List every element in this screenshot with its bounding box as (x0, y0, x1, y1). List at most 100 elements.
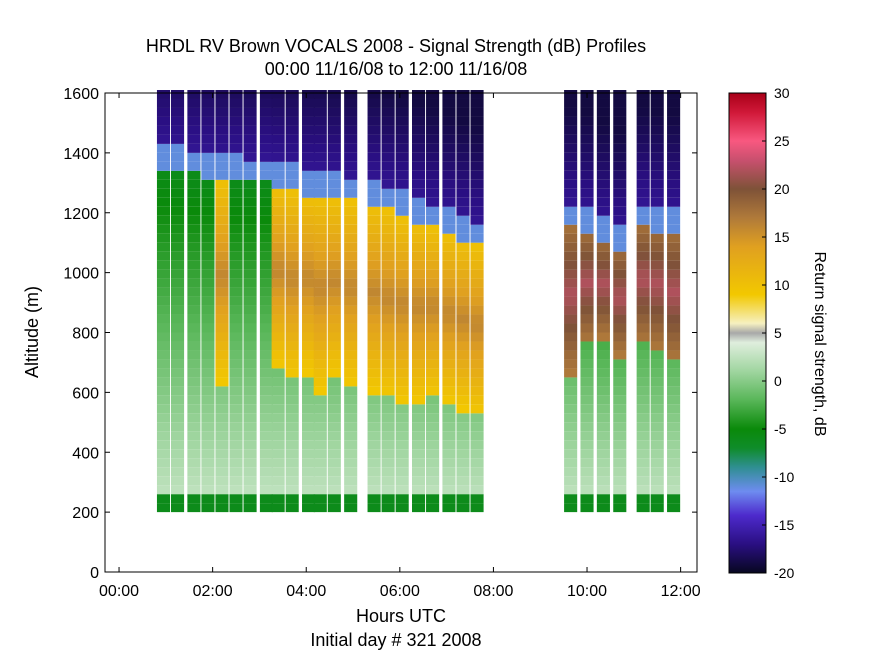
heatmap-cell (313, 125, 327, 135)
heatmap-cell (412, 143, 426, 153)
heatmap-area (156, 90, 681, 513)
heatmap-cell (170, 224, 185, 234)
heatmap-cell (215, 278, 229, 288)
heatmap-cell (470, 413, 484, 423)
heatmap-cell (344, 413, 358, 423)
heatmap-cell (302, 233, 316, 243)
heatmap-cell (313, 359, 327, 369)
heatmap-cell (395, 332, 409, 342)
heatmap-cell (395, 125, 409, 135)
heatmap-cell (381, 90, 395, 99)
heatmap-cell (243, 458, 257, 468)
heatmap-cell (367, 260, 381, 270)
heatmap-cell (636, 179, 650, 189)
heatmap-cell (215, 440, 229, 450)
heatmap-cell (215, 449, 229, 459)
heatmap-cell (564, 224, 578, 234)
heatmap-cell (229, 161, 243, 171)
heatmap-cell (564, 332, 578, 342)
heatmap-cell (285, 197, 299, 207)
heatmap-cell (201, 197, 215, 207)
heatmap-cell (636, 368, 650, 378)
heatmap-cell (564, 269, 578, 279)
heatmap-cell (456, 269, 470, 279)
x-tick-label: 04:00 (286, 583, 326, 600)
heatmap-cell (580, 107, 594, 117)
heatmap-cell (313, 90, 327, 99)
heatmap-cell (170, 413, 185, 423)
heatmap-cell (650, 152, 664, 162)
heatmap-cell (201, 206, 215, 216)
heatmap-cell (229, 296, 243, 306)
heatmap-cell (636, 260, 650, 270)
heatmap-cell (215, 296, 229, 306)
heatmap-cell (412, 341, 426, 351)
heatmap-cell (636, 431, 650, 441)
heatmap-cell (395, 170, 409, 180)
heatmap-cell (187, 368, 201, 378)
heatmap-cell (636, 494, 650, 504)
heatmap-cell (201, 323, 215, 333)
heatmap-cell (412, 242, 426, 252)
heatmap-cell (456, 107, 470, 117)
heatmap-cell (229, 116, 243, 126)
heatmap-cell (229, 107, 243, 117)
heatmap-cell (412, 431, 426, 441)
heatmap-cell (187, 170, 201, 180)
heatmap-cell (636, 503, 650, 513)
heatmap-cell (426, 458, 440, 468)
heatmap-cell (259, 179, 273, 189)
heatmap-cell (285, 476, 299, 486)
heatmap-cell (259, 206, 273, 216)
heatmap-cell (215, 179, 229, 189)
heatmap-cell (650, 170, 664, 180)
heatmap-cell (215, 332, 229, 342)
heatmap-cell (229, 152, 243, 162)
heatmap-cell (564, 296, 578, 306)
profile-column (271, 90, 285, 513)
heatmap-cell (201, 431, 215, 441)
heatmap-cell (243, 197, 257, 207)
heatmap-cell (229, 332, 243, 342)
heatmap-cell (650, 467, 664, 477)
heatmap-cell (650, 422, 664, 432)
heatmap-cell (367, 395, 381, 405)
heatmap-cell (596, 341, 610, 351)
heatmap-cell (170, 377, 185, 387)
heatmap-cell (564, 467, 578, 477)
heatmap-cell (229, 323, 243, 333)
heatmap-cell (187, 116, 201, 126)
heatmap-cell (170, 503, 185, 513)
heatmap-cell (156, 386, 171, 396)
heatmap-cell (470, 170, 484, 180)
heatmap-cell (650, 188, 664, 198)
heatmap-cell (243, 494, 257, 504)
heatmap-cell (650, 215, 664, 225)
heatmap-cell (302, 116, 316, 126)
heatmap-cell (412, 296, 426, 306)
heatmap-cell (580, 278, 594, 288)
heatmap-cell (580, 431, 594, 441)
heatmap-cell (580, 170, 594, 180)
heatmap-cell (470, 377, 484, 387)
heatmap-cell (243, 431, 257, 441)
heatmap-cell (367, 125, 381, 135)
heatmap-cell (470, 476, 484, 486)
heatmap-cell (442, 287, 456, 297)
heatmap-cell (613, 278, 627, 288)
heatmap-cell (156, 242, 171, 252)
heatmap-cell (344, 197, 358, 207)
heatmap-cell (470, 278, 484, 288)
heatmap-cell (426, 314, 440, 324)
heatmap-cell (285, 206, 299, 216)
heatmap-cell (271, 449, 285, 459)
heatmap-cell (285, 152, 299, 162)
heatmap-cell (313, 170, 327, 180)
heatmap-cell (636, 476, 650, 486)
heatmap-cell (344, 287, 358, 297)
heatmap-cell (426, 431, 440, 441)
heatmap-cell (170, 269, 185, 279)
heatmap-cell (259, 107, 273, 117)
heatmap-cell (170, 152, 185, 162)
heatmap-cell (650, 161, 664, 171)
